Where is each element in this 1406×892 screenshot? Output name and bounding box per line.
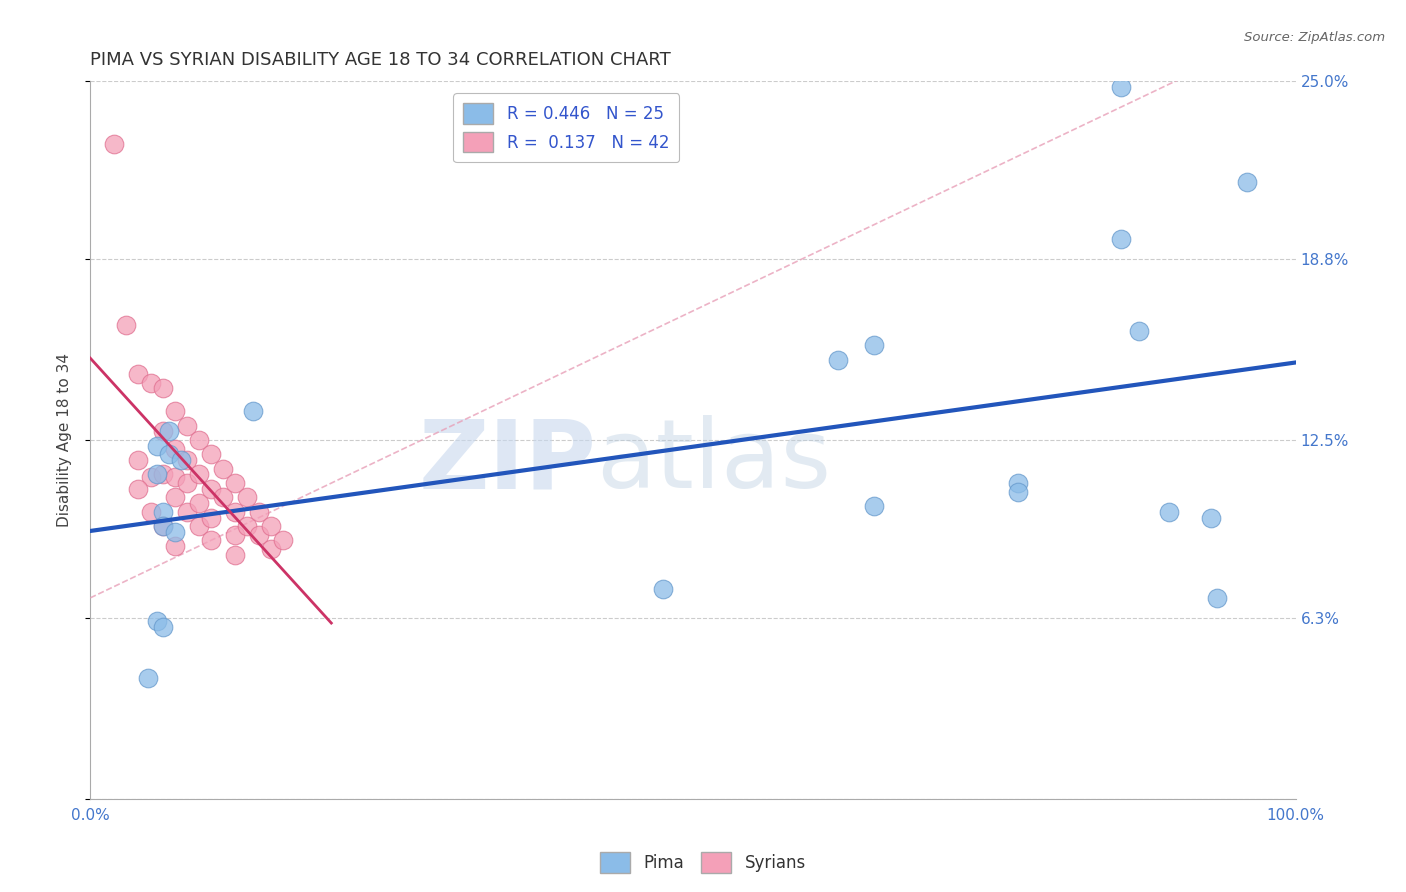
Point (236, 519, 259, 533)
Point (152, 425, 174, 439)
Point (103, 137, 125, 152)
Point (127, 482, 149, 496)
Point (200, 482, 222, 496)
Point (152, 505, 174, 519)
Point (163, 539, 186, 553)
Point (224, 505, 246, 519)
Point (1128, 324, 1150, 338)
Point (1007, 476, 1029, 491)
Point (200, 447, 222, 461)
Point (145, 614, 167, 628)
Point (152, 467, 174, 482)
Point (157, 447, 180, 461)
Point (211, 462, 233, 476)
Point (1007, 484, 1029, 499)
Point (247, 505, 270, 519)
Legend: Pima, Syrians: Pima, Syrians (593, 846, 813, 880)
Point (187, 433, 209, 447)
Point (139, 505, 162, 519)
Text: ZIP: ZIP (419, 415, 596, 508)
Point (242, 404, 264, 418)
Point (163, 470, 186, 484)
Text: atlas: atlas (596, 415, 831, 508)
Point (1157, 505, 1180, 519)
Point (157, 425, 180, 439)
Point (224, 527, 246, 541)
Point (827, 352, 849, 367)
Point (260, 542, 283, 557)
Point (176, 505, 198, 519)
Point (145, 439, 167, 453)
Point (127, 453, 149, 467)
Point (862, 338, 884, 352)
Y-axis label: Disability Age 18 to 34: Disability Age 18 to 34 (58, 353, 72, 527)
Text: Source: ZipAtlas.com: Source: ZipAtlas.com (1244, 31, 1385, 45)
Point (1109, 232, 1132, 246)
Point (115, 318, 138, 333)
Point (139, 376, 162, 390)
Point (163, 491, 186, 505)
Point (139, 470, 162, 484)
Point (651, 582, 673, 597)
Point (152, 519, 174, 533)
Point (176, 476, 198, 491)
Point (260, 519, 283, 533)
Point (1109, 80, 1132, 95)
Point (187, 519, 209, 533)
Point (211, 491, 233, 505)
Point (187, 496, 209, 510)
Point (187, 467, 209, 482)
Point (145, 467, 167, 482)
Point (176, 418, 198, 433)
Point (136, 671, 159, 685)
Point (862, 499, 884, 513)
Point (1199, 510, 1222, 524)
Point (176, 453, 198, 467)
Point (163, 524, 186, 539)
Point (1206, 591, 1229, 605)
Point (247, 527, 270, 541)
Point (163, 404, 186, 418)
Point (152, 619, 174, 633)
Point (271, 533, 294, 548)
Point (224, 548, 246, 562)
Point (236, 491, 259, 505)
Point (200, 510, 222, 524)
Point (1236, 175, 1258, 189)
Point (163, 442, 186, 456)
Legend: R = 0.446   N = 25, R =  0.137   N = 42: R = 0.446 N = 25, R = 0.137 N = 42 (453, 94, 679, 162)
Point (200, 533, 222, 548)
Point (152, 381, 174, 395)
Point (127, 367, 149, 381)
Point (152, 519, 174, 533)
Point (169, 453, 191, 467)
Point (224, 476, 246, 491)
Text: PIMA VS SYRIAN DISABILITY AGE 18 TO 34 CORRELATION CHART: PIMA VS SYRIAN DISABILITY AGE 18 TO 34 C… (90, 51, 671, 69)
